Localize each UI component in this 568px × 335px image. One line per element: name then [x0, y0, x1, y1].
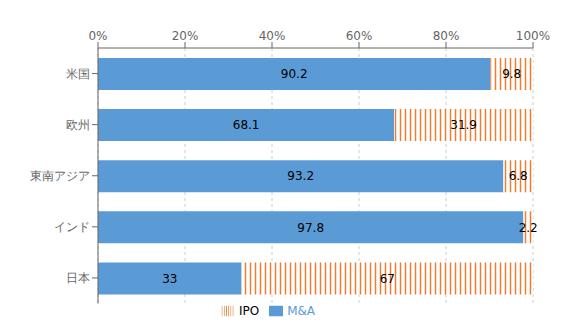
svg-text:90.2: 90.2: [281, 67, 308, 81]
svg-text:68.1: 68.1: [233, 118, 260, 132]
svg-text:100%: 100%: [516, 29, 550, 43]
svg-text:6.8: 6.8: [509, 169, 528, 183]
svg-text:インド: インド: [54, 220, 90, 234]
svg-text:日本: 日本: [66, 271, 90, 285]
svg-text:米国: 米国: [66, 67, 90, 81]
html-text:M&A: M&A: [287, 303, 316, 318]
svg-text:67: 67: [380, 272, 395, 286]
svg-text:20%: 20%: [172, 29, 199, 43]
svg-text:31.9: 31.9: [450, 118, 477, 132]
svg-text:0%: 0%: [88, 29, 107, 43]
svg-text:2.2: 2.2: [519, 221, 538, 235]
svg-text:東南アジア: 東南アジア: [30, 169, 90, 183]
svg-text:93.2: 93.2: [287, 169, 314, 183]
svg-text:60%: 60%: [346, 29, 373, 43]
svg-text:33: 33: [162, 272, 177, 286]
svg-text:9.8: 9.8: [502, 67, 521, 81]
svg-text:40%: 40%: [259, 29, 286, 43]
html-text:IPO: IPO: [238, 303, 260, 318]
svg-text:80%: 80%: [433, 29, 460, 43]
svg-text:97.8: 97.8: [297, 221, 324, 235]
svg-text:欧州: 欧州: [66, 118, 90, 132]
